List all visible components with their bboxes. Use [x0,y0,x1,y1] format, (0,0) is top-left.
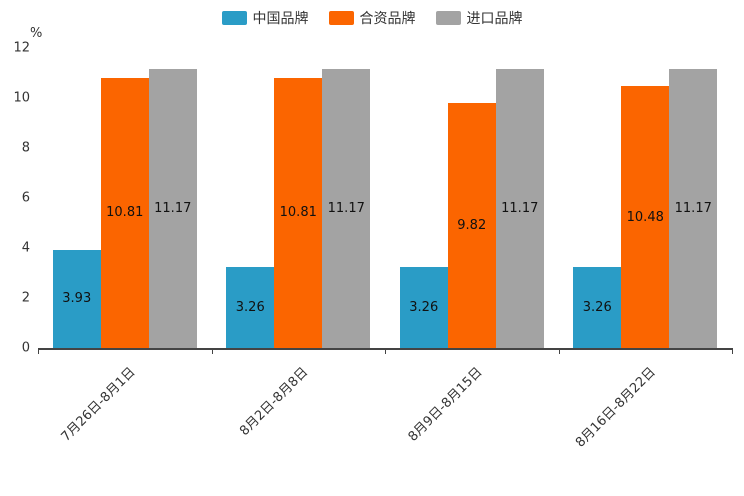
y-axis-tick-label: 12 [13,40,30,56]
bar-value-label: 11.17 [674,200,712,216]
x-axis-label: 8月9日-8月15日 [405,364,486,445]
bar-group: 3.26 9.82 11.17 8月9日-8月15日 [385,48,559,445]
bar-value-label: 11.17 [154,200,192,216]
bar-cluster: 3.26 10.48 11.17 [573,48,718,348]
bar-value-label: 10.81 [106,205,144,221]
bar-cluster: 3.26 9.82 11.17 [399,48,544,348]
legend: 中国品牌 合资品牌 进口品牌 [0,8,744,28]
bar-value-label: 11.17 [501,200,539,216]
y-axis-unit-label: % [30,26,43,41]
bar-group: 3.26 10.81 11.17 8月2日-8月8日 [212,48,386,439]
bar-value-label: 3.26 [582,299,612,315]
x-axis-tick [385,348,386,354]
bar-value-label: 10.81 [279,205,317,221]
y-axis-tick-label: 6 [21,190,30,206]
bar-series-1-cat-2[interactable]: 9.82 [447,102,496,348]
bar-series-0-cat-0[interactable]: 3.93 [52,249,101,348]
legend-item-imported-brand[interactable]: 进口品牌 [435,8,523,28]
x-axis-label: 8月2日-8月8日 [237,364,312,439]
plot-wrap: 0 2 4 6 8 10 12 3.93 10.81 11.17 7月26日-8月1日 3.26 10… [13,41,733,451]
x-axis-tick [732,348,733,354]
x-axis-tick [38,348,39,354]
bar-group: 3.93 10.81 11.17 7月26日-8月1日 [38,48,212,445]
bar-series-1-cat-1[interactable]: 10.81 [274,77,323,348]
bar-value-label: 11.17 [327,200,365,216]
bar-value-label: 9.82 [457,217,487,233]
bar-series-1-cat-0[interactable]: 10.81 [100,77,149,348]
x-axis-tick [558,348,560,354]
bar-value-label: 3.26 [409,299,439,315]
x-axis-label: 8月16日-8月22日 [572,364,659,451]
bar-cluster: 3.93 10.81 11.17 [52,48,197,348]
legend-swatch-icon [221,11,247,25]
bar-series-1-cat-3[interactable]: 10.48 [621,86,670,348]
y-axis: 0 2 4 6 8 10 12 [4,41,38,356]
x-axis-tick [211,348,213,354]
y-axis-tick-label: 10 [13,90,30,106]
bar-series-2-cat-2[interactable]: 11.17 [495,68,544,348]
plot-area: 3.93 10.81 11.17 7月26日-8月1日 3.26 10.81 11.17 8月… [38,48,733,451]
bar-value-label: 10.48 [626,209,664,225]
legend-label: 中国品牌 [252,11,309,27]
bar-series-2-cat-3[interactable]: 11.17 [669,68,718,348]
bar-group: 3.26 10.48 11.17 8月16日-8月22日 [559,48,733,451]
bar-series-0-cat-1[interactable]: 3.26 [226,266,275,348]
bar-value-label: 3.26 [235,299,265,315]
y-axis-tick-label: 8 [21,140,30,156]
legend-label: 合资品牌 [359,11,416,27]
legend-label: 进口品牌 [466,11,523,27]
bar-cluster: 3.26 10.81 11.17 [226,48,371,348]
bar-series-2-cat-1[interactable]: 11.17 [322,68,371,348]
bar-value-label: 3.93 [62,291,92,307]
bar-series-0-cat-3[interactable]: 3.26 [573,266,622,348]
y-axis-tick-label: 2 [21,290,30,306]
legend-item-joint-venture-brand[interactable]: 合资品牌 [328,8,416,28]
y-axis-tick-label: 4 [21,240,30,256]
y-axis-tick-label: 0 [21,340,30,356]
x-axis-label: 7月26日-8月1日 [58,364,139,445]
bar-series-0-cat-2[interactable]: 3.26 [399,266,448,348]
legend-item-china-brand[interactable]: 中国品牌 [221,8,309,28]
bar-series-2-cat-0[interactable]: 11.17 [148,68,197,348]
legend-swatch-icon [435,11,461,25]
legend-swatch-icon [328,11,354,25]
